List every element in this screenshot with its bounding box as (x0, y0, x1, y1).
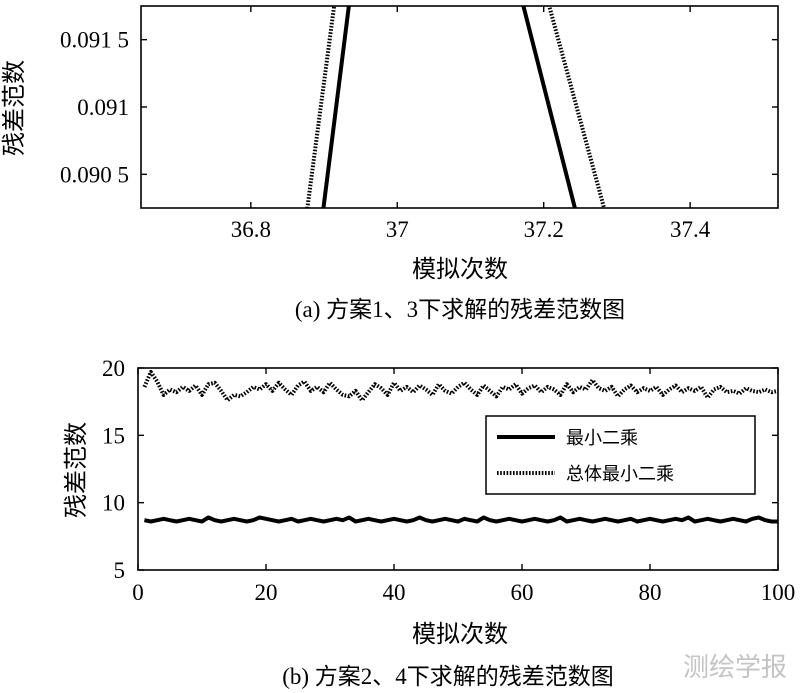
legend-box (485, 415, 756, 495)
panel-a-caption: (a) 方案1、3下求解的残差范数图 (295, 297, 625, 322)
panel-a-series-2-line (305, 6, 607, 208)
panel-b-legend: 最小二乘 总体最小二乘 (485, 415, 756, 495)
panel-b-y-tick-label: 10 (102, 491, 125, 516)
panel-b-chart: 0 20 40 60 80 100 5 10 15 20 残差范数 模拟次数 (b) 方案2、4下… (62, 356, 795, 689)
panel-b-x-tick-label: 0 (132, 580, 144, 605)
panel-b-series-2-line (142, 370, 778, 403)
panel-a-y-tick-label: 0.090 5 (60, 162, 129, 187)
panel-a-x-axis-label: 模拟次数 (412, 255, 508, 283)
panel-b-series-1-line (144, 515, 778, 524)
panel-b-y-tick-label: 20 (102, 356, 125, 381)
panel-b-x-tick-label: 60 (511, 580, 534, 605)
panel-a-plot-area (140, 5, 779, 209)
legend-label-series-1: 最小二乘 (566, 428, 638, 449)
panel-b-y-axis-label: 残差范数 (62, 422, 90, 518)
panel-a-y-tick-label: 0.091 (77, 95, 129, 120)
panel-a-chart: 36.8 37 37.2 37.4 0.090 5 0.091 0.091 5 残差范数 模… (0, 5, 779, 322)
panel-b-x-tick-label: 80 (639, 580, 662, 605)
panel-b-x-tick-label: 20 (255, 580, 278, 605)
panel-b-y-tick-label: 5 (114, 558, 126, 583)
panel-a-y-axis-label: 残差范数 (0, 60, 28, 156)
panel-b-x-tick-label: 100 (761, 580, 796, 605)
panel-a-x-tick-label: 37.4 (670, 217, 711, 242)
legend-label-series-2: 总体最小二乘 (566, 464, 674, 485)
panel-b-plot-area (137, 367, 779, 571)
panel-a-x-tick-label: 37 (386, 217, 409, 242)
panel-b-x-tick-label: 40 (383, 580, 406, 605)
panel-b-caption: (b) 方案2、4下求解的残差范数图 (282, 664, 614, 689)
panel-a-x-tick-label: 37.2 (524, 217, 564, 242)
panel-a-y-tick-label: 0.091 5 (60, 28, 129, 53)
panel-b-y-tick-label: 15 (102, 423, 125, 448)
watermark-text: 测绘学报 (683, 653, 787, 683)
panel-b-x-axis-label: 模拟次数 (412, 620, 508, 648)
panel-a-x-tick-label: 36.8 (231, 217, 271, 242)
panel-a-series-1-line (321, 6, 577, 208)
